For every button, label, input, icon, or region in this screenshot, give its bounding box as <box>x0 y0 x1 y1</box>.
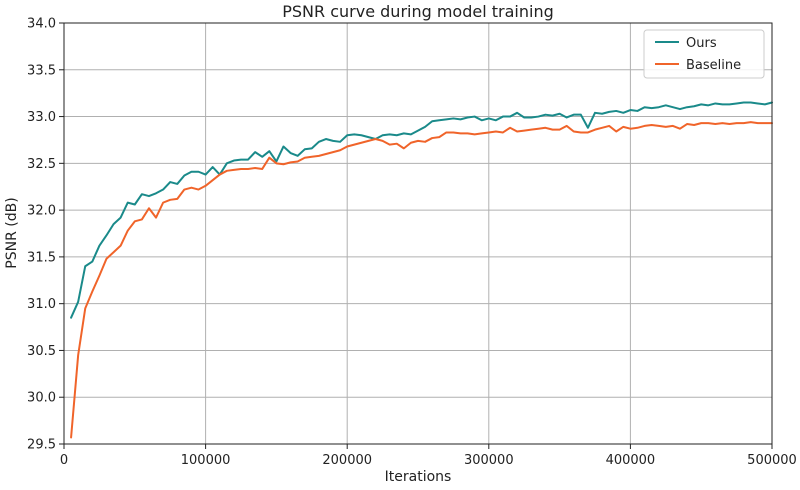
y-tick-label: 33.0 <box>27 110 56 125</box>
y-tick-label: 32.5 <box>27 157 56 172</box>
series-line-ours <box>70 101 773 319</box>
y-tick-label: 31.5 <box>27 250 56 265</box>
chart-title: PSNR curve during model training <box>282 2 553 21</box>
x-tick-label: 0 <box>60 453 68 468</box>
y-tick-label: 30.5 <box>27 344 56 359</box>
x-axis-title: Iterations <box>385 469 452 485</box>
legend-label-baseline: Baseline <box>686 58 741 73</box>
plot-area-frame <box>63 22 773 445</box>
x-tick-label: 500000 <box>747 453 797 468</box>
series-layer <box>70 101 773 439</box>
series-line-baseline <box>70 121 773 439</box>
y-tick-label: 34.0 <box>27 17 56 32</box>
y-tick-label: 30.0 <box>27 391 56 406</box>
x-tick-label: 300000 <box>464 453 514 468</box>
legend: Ours Baseline <box>643 29 765 79</box>
legend-label-ours: Ours <box>686 36 717 51</box>
x-tick-label: 100000 <box>181 453 231 468</box>
y-tick-label: 33.5 <box>27 63 56 78</box>
grid <box>63 22 773 445</box>
y-axis: 29.5 30.0 30.5 31.0 31.5 32.0 32.5 33.0 33.5 34.0 <box>27 17 64 453</box>
y-axis-title: PSNR (dB) <box>4 197 20 268</box>
y-tick-label: 29.5 <box>27 438 56 453</box>
x-tick-label: 400000 <box>606 453 656 468</box>
x-axis: 0 100000 200000 300000 400000 500000 <box>60 444 797 468</box>
y-tick-label: 31.0 <box>27 297 56 312</box>
x-tick-label: 200000 <box>322 453 372 468</box>
y-tick-label: 32.0 <box>27 204 56 219</box>
